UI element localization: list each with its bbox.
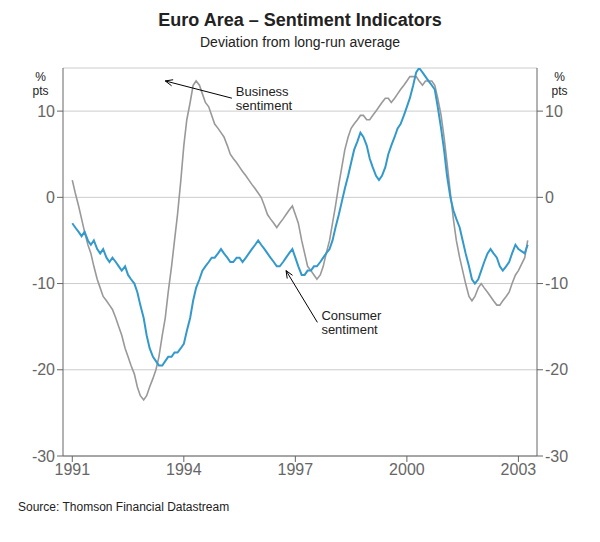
svg-text:10: 10: [37, 103, 55, 120]
svg-text:0: 0: [545, 189, 554, 206]
svg-text:1994: 1994: [166, 461, 202, 478]
svg-text:Consumer: Consumer: [321, 308, 382, 323]
html-text:Euro Area – Sentiment Indicato: Euro Area – Sentiment Indicators: [158, 10, 442, 30]
svg-text:-20: -20: [32, 361, 55, 378]
svg-text:-10: -10: [545, 275, 568, 292]
svg-text:0: 0: [46, 189, 55, 206]
svg-text:-30: -30: [545, 448, 568, 465]
svg-text:2000: 2000: [389, 461, 425, 478]
svg-text:1991: 1991: [54, 461, 90, 478]
svg-text:10: 10: [545, 103, 563, 120]
svg-text:1997: 1997: [278, 461, 314, 478]
svg-text:-30: -30: [32, 448, 55, 465]
html-text:Deviation from long-run averag: Deviation from long-run average: [200, 34, 400, 50]
svg-text:2003: 2003: [501, 461, 537, 478]
svg-text:sentiment: sentiment: [236, 98, 293, 113]
html-text:pts: pts: [32, 84, 49, 98]
svg-text:-20: -20: [545, 361, 568, 378]
html-text:pts: pts: [551, 84, 568, 98]
svg-text:-10: -10: [32, 275, 55, 292]
svg-text:sentiment: sentiment: [321, 322, 378, 337]
svg-text:Business: Business: [236, 84, 289, 99]
html-text:Source: Thomson Financial Data: Source: Thomson Financial Datastream: [18, 500, 230, 514]
